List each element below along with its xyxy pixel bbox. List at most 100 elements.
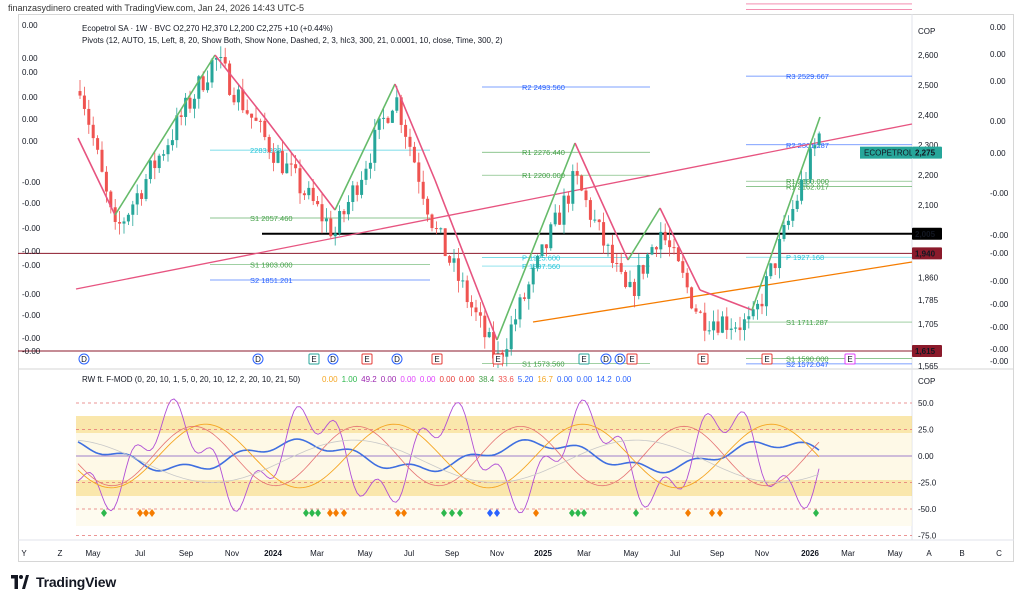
left-axis-label: -0.00 (22, 247, 41, 256)
earnings-marker (492, 353, 504, 365)
candle-body (241, 89, 245, 111)
price-axis-label: 1,860 (918, 273, 939, 282)
trendline-upper (75, 123, 913, 290)
candle-body (663, 231, 667, 241)
zigzag-pivots (77, 54, 821, 341)
candle-body (580, 175, 584, 191)
candle-body (720, 316, 724, 333)
candle-body (562, 195, 566, 225)
candle-body (219, 57, 223, 59)
candle-body (355, 185, 359, 195)
time-axis-label: Sep (179, 549, 194, 558)
time-axis-label: May (357, 549, 372, 558)
event-marker-label: E (700, 355, 705, 364)
candle-body (258, 120, 262, 122)
candle-body (668, 240, 672, 248)
candle-body (641, 265, 645, 274)
candle-body (351, 185, 355, 202)
candle-body (734, 327, 738, 329)
candle-body (773, 263, 777, 269)
candle-body (593, 219, 597, 221)
candle-body (571, 171, 575, 204)
chart-frame[interactable] (18, 14, 1014, 562)
osc-diamond-marker (309, 509, 315, 517)
pivot-level-label: R2 2493.560 (522, 83, 565, 92)
candle-body (263, 120, 267, 138)
candle-body (597, 219, 601, 223)
candle-body (214, 57, 218, 60)
osc-diamond-marker (441, 509, 447, 517)
osc-diamond-marker (315, 509, 321, 517)
candle-body (166, 145, 170, 155)
candle-body (725, 316, 729, 330)
left-axis-label: 0.00 (22, 115, 38, 124)
candle-body (808, 148, 812, 180)
candle-body (588, 200, 592, 220)
candle-body (527, 284, 531, 299)
left-axis-label: -0.00 (22, 178, 41, 187)
candle-body (342, 211, 346, 215)
pivot-level-label: S1 2057.460 (250, 214, 293, 223)
osc-currency-label[interactable]: COP (918, 377, 935, 386)
osc-diamond-marker (685, 509, 691, 517)
earnings-marker (361, 353, 373, 365)
candle-body (782, 225, 786, 239)
candle-body (769, 263, 773, 277)
candle-body (610, 244, 614, 263)
candle-body (478, 312, 482, 316)
candle-body (100, 149, 104, 172)
candle-body (751, 309, 755, 317)
chart-credit: finanzasydinero created with TradingView… (8, 3, 305, 13)
time-axis-label: Y (21, 549, 27, 558)
candle-body (628, 281, 632, 288)
chart-canvas[interactable]: R2 2493.560 R1 2276.440 R1 2200.000 S1 2057… (0, 0, 1024, 566)
candle-body (294, 164, 298, 169)
candle-body (192, 98, 196, 109)
candle-body (522, 297, 526, 299)
osc-axis-label: 50.0 (918, 399, 934, 408)
zigzag-segment (751, 116, 821, 311)
pivot-level-label: S1 1711.287 (786, 318, 828, 327)
price-axis-label: 2,500 (918, 81, 939, 90)
dividend-marker (600, 353, 612, 365)
price-tag (912, 344, 942, 357)
secondary-axis-label: 0.00 (990, 149, 1006, 158)
currency-label[interactable]: COP (918, 27, 935, 36)
candle-body (681, 261, 685, 273)
osc-axis-label: -50.0 (918, 505, 937, 514)
candle-body (82, 95, 86, 109)
axes: 2,6002,5002,4002,3002,2002,1002,0001,940… (21, 21, 1008, 558)
event-marker-label: D (255, 355, 261, 364)
time-axis-label: Z (58, 549, 63, 558)
candle-body (153, 160, 157, 169)
tradingview-logo[interactable]: TradingView (10, 574, 116, 590)
trendlines (75, 123, 913, 323)
time-axis-label: Mar (577, 549, 591, 558)
legend-pivots[interactable]: Pivots (12, AUTO, 15, Left, 8, 20, Show … (82, 36, 503, 45)
candle-body (646, 254, 650, 274)
earnings-marker (844, 353, 856, 365)
trendline-lower (532, 261, 913, 323)
time-axis-label: Sep (710, 549, 725, 558)
osc-legend-value: 0.00 (557, 375, 573, 384)
osc-diamond-marker (395, 509, 401, 517)
earnings-marker (308, 353, 320, 365)
time-axis-label: B (959, 549, 964, 558)
legend-symbol[interactable]: Ecopetrol SA · 1W · BVC O2,270 H2,370 L2… (82, 24, 333, 33)
candle-body (78, 91, 82, 96)
candle-body (439, 228, 443, 230)
osc-axis-label: -75.0 (918, 532, 937, 541)
candle-body (536, 255, 540, 268)
price-axis-label: 1,705 (918, 320, 939, 329)
candle-body (505, 349, 509, 357)
osc-legend-value: 0.00 (322, 375, 338, 384)
candle-body (417, 162, 421, 182)
candle-body (333, 233, 337, 237)
event-marker-label: E (364, 355, 369, 364)
osc-diamond-marker (333, 509, 339, 517)
tradingview-logo-icon (11, 575, 29, 589)
legend-oscillator[interactable]: RW ft. F-MOD (0, 20, 10, 1, 5, 0, 20, 10… (82, 375, 301, 384)
candle-body (382, 117, 386, 119)
left-axis-label: -0.00 (22, 224, 41, 233)
time-axis-label: C (996, 549, 1002, 558)
